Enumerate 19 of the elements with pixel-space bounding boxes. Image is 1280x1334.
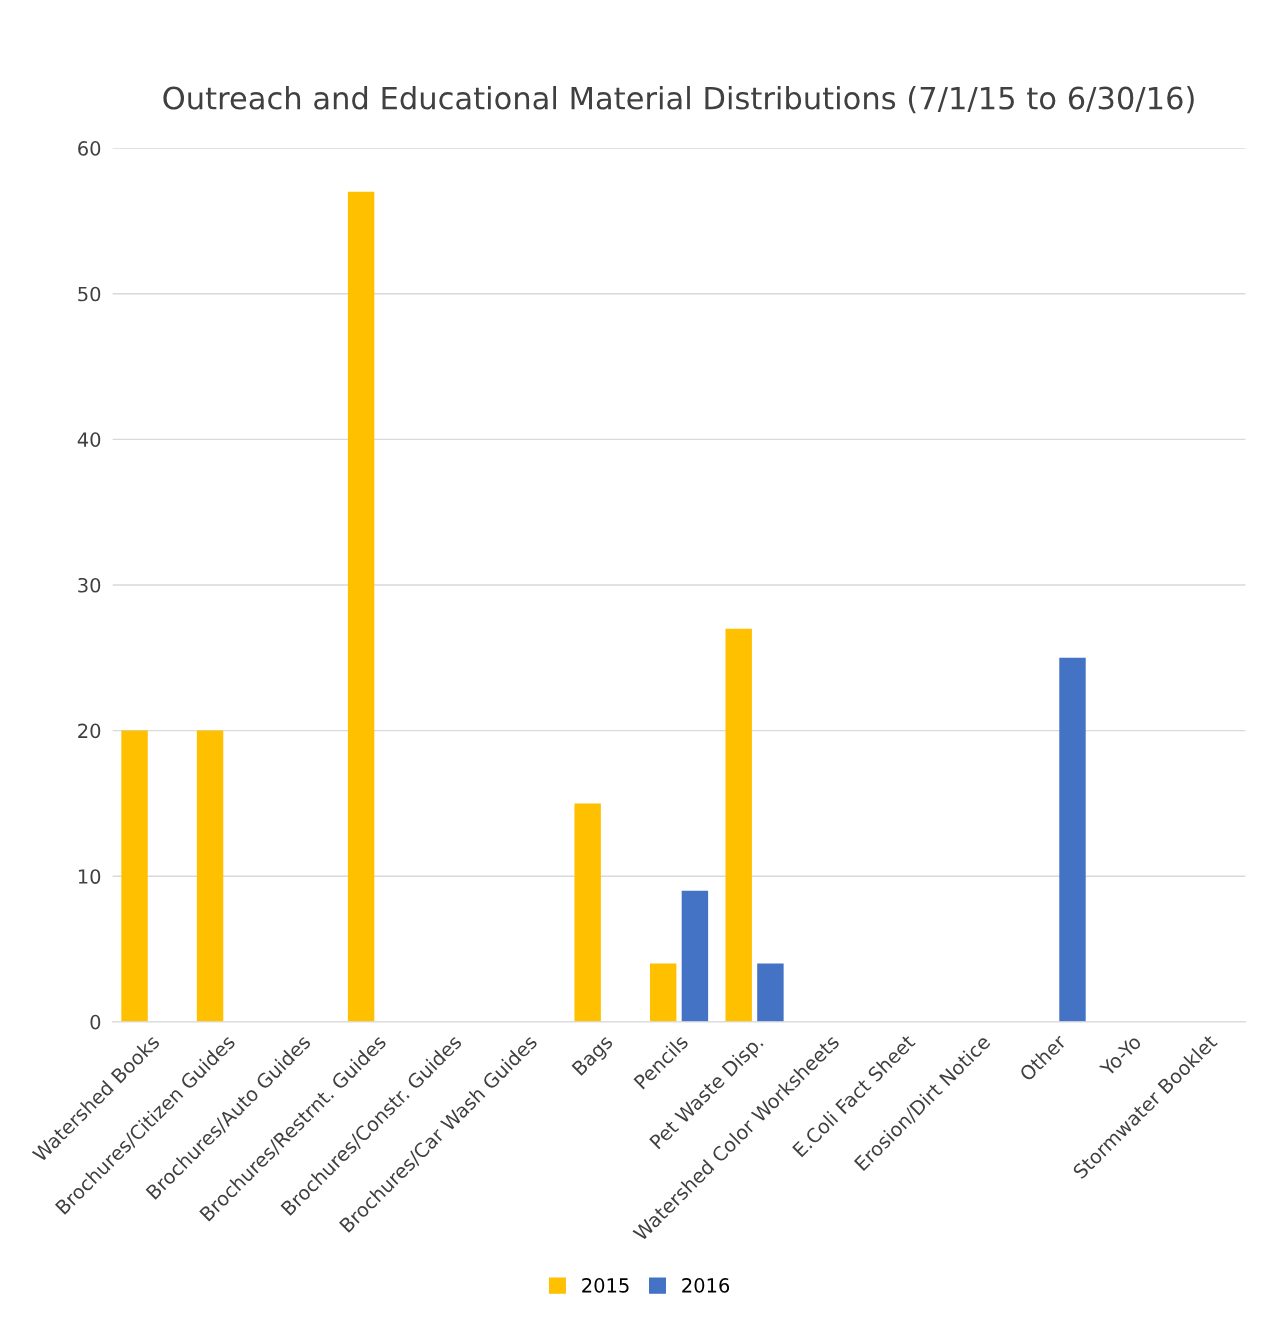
y-tick-label: 50 — [78, 286, 101, 302]
y-tick-label: 60 — [78, 141, 101, 156]
bar — [574, 803, 601, 1022]
y-tick-label: 30 — [78, 577, 101, 593]
legend-label: 2015 — [582, 1278, 629, 1293]
legend-label: 2016 — [682, 1278, 730, 1293]
bar — [347, 191, 375, 1022]
bar — [649, 963, 677, 1022]
y-tick-label: 40 — [77, 432, 101, 447]
bar — [681, 890, 709, 1022]
chart-title: Outreach and Educational Material Distributions (7/1/15 to 6/30/16) — [163, 85, 1194, 114]
bar — [196, 730, 224, 1022]
bar — [757, 963, 784, 1022]
y-tick-label: 20 — [78, 723, 101, 739]
bar — [1059, 657, 1086, 1022]
bar — [121, 730, 148, 1022]
y-tick-label: 0 — [90, 1014, 101, 1030]
y-tick-label: 10 — [78, 869, 101, 884]
bar — [725, 628, 752, 1022]
